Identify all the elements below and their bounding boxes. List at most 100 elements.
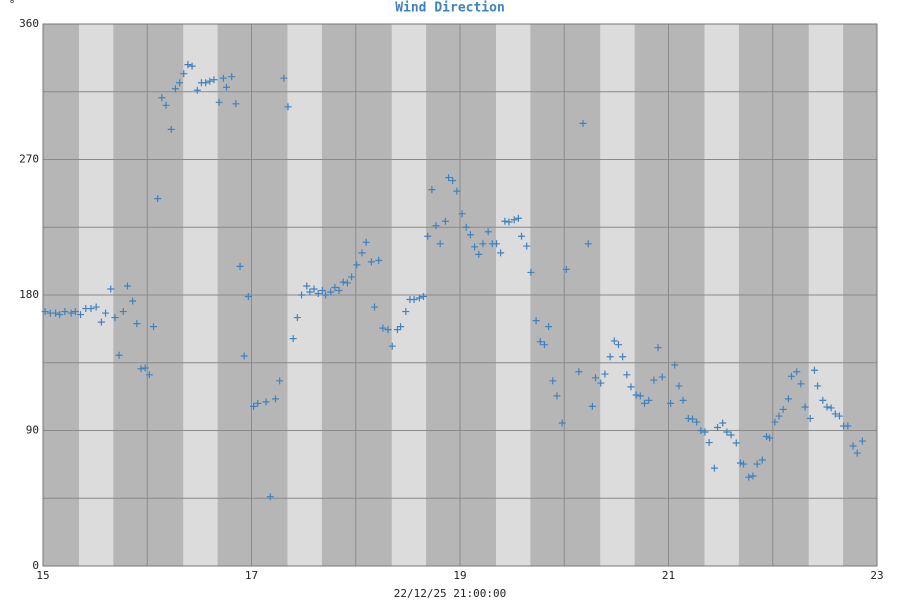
x-tick-label: 21 [662,569,675,582]
data-point [484,228,492,236]
data-point [306,288,314,296]
data-point [97,318,105,326]
data-point [77,311,85,319]
data-point [266,493,274,501]
data-point [601,370,609,378]
data-point [553,392,561,400]
data-point [627,383,635,391]
data-point [115,351,123,359]
data-point [501,217,509,225]
data-point [849,442,857,450]
data-point [475,250,483,258]
y-tick-label: 270 [19,153,39,166]
data-point [641,399,649,407]
data-point [228,73,236,81]
data-point [697,427,705,434]
data-point [645,396,653,404]
data-point [87,305,95,313]
data-point [61,308,69,316]
data-point [610,337,618,345]
data-point [158,94,166,102]
data-point [171,85,179,93]
y-tick-label: 360 [19,17,39,30]
data-point [827,404,835,412]
data-point [675,382,683,390]
data-point [793,368,801,376]
data-point [150,323,158,331]
data-point [835,412,843,420]
data-point [293,314,301,322]
data-point [667,399,675,407]
data-point [331,283,339,291]
data-point [797,380,805,388]
y-tick-label: 90 [26,424,39,437]
data-point [188,62,196,70]
data-point [441,217,449,225]
data-point [289,335,297,343]
data-point [397,323,405,331]
data-point [145,371,153,379]
x-tick-label: 23 [870,569,883,582]
data-point [184,61,192,69]
data-point [579,119,587,127]
data-point [844,422,852,430]
data-point [415,294,423,302]
data-point [280,74,288,82]
data-point [375,256,383,264]
data-point [671,361,679,369]
data-point [584,240,592,248]
data-point [244,293,252,301]
data-point [801,403,809,411]
data-point [420,293,428,301]
data-point [162,101,170,109]
data-point [479,240,487,248]
data-point [458,210,466,218]
data-point [831,410,839,418]
data-point [379,324,387,332]
data-point [445,174,453,182]
data-point [701,428,709,436]
data-point [466,231,474,239]
data-point [129,297,137,305]
data-point [471,243,479,251]
data-point [658,373,666,381]
data-point [271,395,279,403]
data-point [575,368,583,376]
data-point [766,434,774,442]
data-point [510,216,518,224]
data-point [102,309,110,317]
data-point [402,308,410,316]
data-point [784,395,792,403]
data-point [650,376,658,384]
data-point [250,402,258,410]
data-point [762,433,770,441]
data-point [819,396,827,404]
data-point [654,344,662,352]
data-point [688,415,696,423]
data-point [858,437,866,445]
x-tick-label: 15 [36,569,49,582]
data-point [193,86,201,94]
data-point [432,222,440,230]
data-point [353,261,361,269]
data-point [322,291,330,299]
data-point [523,242,531,250]
data-point [679,396,687,404]
data-point [623,371,631,379]
data-point [362,238,370,246]
data-point [219,74,227,82]
data-point [310,285,318,293]
data-point [176,79,184,87]
y-unit: ° [9,0,16,11]
data-point [119,308,127,316]
data-point [853,449,861,457]
data-point [806,414,814,422]
data-point [284,103,292,111]
data-point [449,177,457,185]
data-point [814,382,822,390]
data-point [497,249,505,257]
data-point [133,320,141,328]
data-point [314,289,322,297]
data-point [462,223,470,231]
data-point [505,218,513,226]
